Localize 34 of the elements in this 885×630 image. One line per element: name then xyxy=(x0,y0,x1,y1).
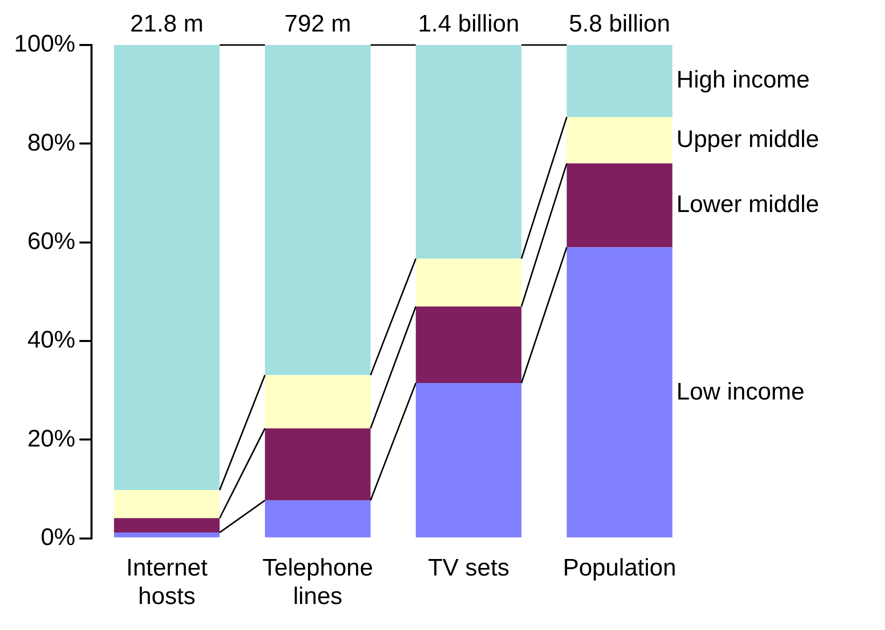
annotation: 21.8 m xyxy=(130,10,204,38)
y-tick-label: 40% xyxy=(27,326,76,354)
bar xyxy=(264,375,371,428)
bar xyxy=(114,532,220,538)
y-tick-label: 100% xyxy=(14,30,76,58)
bar xyxy=(566,45,672,118)
annotation: 792 m xyxy=(284,10,352,38)
series-label: High income xyxy=(676,66,810,94)
series-label: Upper middle xyxy=(676,126,820,153)
y-tick-label: 0% xyxy=(40,524,76,552)
x-tick-label: Population xyxy=(562,554,676,582)
bar xyxy=(114,490,220,518)
bar xyxy=(264,45,371,376)
y-tick-label: 20% xyxy=(27,425,76,452)
bar xyxy=(416,306,522,383)
bar xyxy=(114,45,220,490)
x-tick-label: TV sets xyxy=(428,554,510,582)
x-tick-label: Telephone lines xyxy=(262,554,374,610)
bar xyxy=(566,117,672,164)
bar xyxy=(566,163,672,248)
series-label: Lower middle xyxy=(676,190,820,218)
bar xyxy=(416,258,522,306)
x-tick-label: Internet hosts xyxy=(126,554,208,610)
y-tick-label: 80% xyxy=(27,129,76,156)
y-tick-label: 60% xyxy=(27,228,76,255)
bar xyxy=(416,45,522,259)
series-label: Low income xyxy=(676,378,804,406)
annotation: 1.4 billion xyxy=(418,10,520,38)
bar xyxy=(264,500,371,538)
annotation: 5.8 billion xyxy=(568,10,670,38)
bar xyxy=(264,428,371,500)
bar xyxy=(114,518,220,532)
bar xyxy=(566,247,672,538)
bar xyxy=(416,382,522,538)
